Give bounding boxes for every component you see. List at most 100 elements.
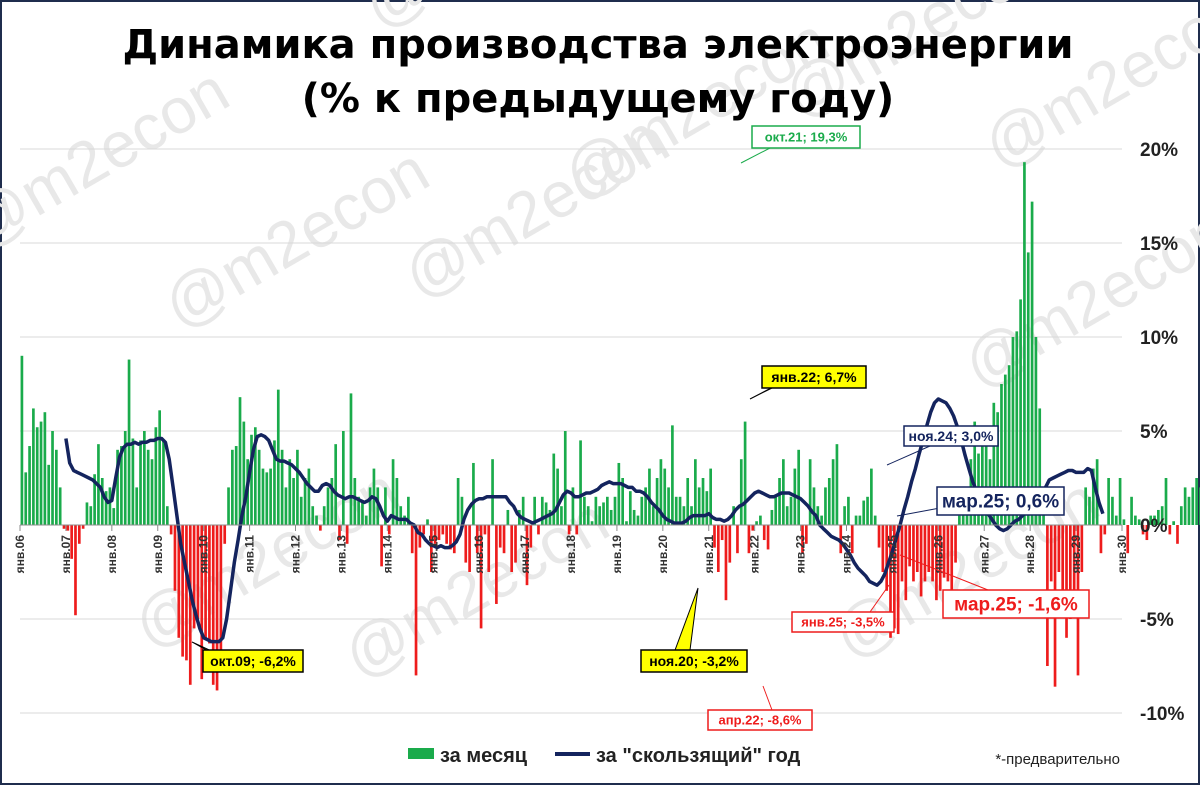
bar [28,446,31,525]
bar [938,525,942,591]
bar [544,502,548,525]
x-tick-label: янв.25 [885,535,899,574]
x-tick-label: янв.12 [289,535,303,574]
bar [831,459,835,525]
bar [870,468,873,525]
bar [475,525,479,554]
bar [762,525,766,541]
bar [177,525,181,638]
bar [736,525,739,554]
bar [43,412,47,525]
bar [399,506,403,525]
bar [143,431,146,525]
rolling-year-line-path [64,397,1105,644]
bar [1069,525,1072,619]
watermark-text: @m2econ [0,53,240,262]
annotation-label: мар.25; -1,6% [954,595,1078,616]
bar [326,487,330,525]
x-axis: янв.06 янв.07 янв.08 янв.09 янв.10 янв.11 янв.… [13,524,1129,574]
bar [1011,337,1015,525]
bar [104,491,108,525]
bar [1003,374,1007,525]
bar [1099,525,1103,554]
bar [85,502,89,525]
bar [169,525,173,535]
bar [548,509,552,525]
bar [173,525,177,591]
y-tick-label: 5% [1140,422,1168,443]
annotation-label: мар.25; 0,6% [942,492,1059,513]
bar [250,434,253,525]
bar [223,525,227,544]
bar [915,525,919,572]
bar [567,525,571,535]
bar [739,459,743,525]
bar [674,496,678,525]
bar [338,525,341,541]
bar [456,478,460,525]
bar [1015,331,1019,525]
bar [154,427,158,525]
legend: за месяц за "скользящий" год [408,745,801,767]
bar [322,506,326,525]
bar [150,459,154,525]
bar [946,525,950,582]
x-tick-label: янв.06 [13,535,27,574]
bar [24,472,28,525]
bar [127,359,131,525]
bar [1103,525,1107,535]
bar [108,487,112,525]
bar [644,487,647,525]
bar [560,506,563,525]
bar [1145,525,1149,541]
bar [330,478,334,525]
bar [804,525,808,544]
bar [257,449,261,525]
annotation-leader [762,685,773,711]
bar [120,446,123,525]
bar [47,464,51,525]
footnote: *-предварительно [995,751,1120,768]
bar [1179,506,1183,525]
bar [824,487,827,525]
y-tick-label: 10% [1140,328,1178,349]
annotation-box [202,649,304,673]
annotation-leader [886,445,931,466]
bar [253,427,257,525]
bar [135,487,139,525]
bar [694,459,697,525]
annotation-box [640,649,748,673]
bar [663,468,667,525]
bar [215,525,219,691]
bar [789,496,793,525]
bar [609,509,613,525]
x-tick-label: янв.13 [334,535,348,574]
bar [62,525,66,529]
bar [877,525,881,548]
bar [1065,525,1068,638]
bar [602,502,605,525]
bar [1038,408,1042,525]
y-tick-label: -10% [1140,704,1184,725]
x-tick-label: янв.28 [1023,535,1037,574]
bar [820,515,823,525]
bar [303,478,307,525]
bar [1149,515,1153,525]
bar [632,509,636,525]
bar [927,525,931,572]
chart-title-line1: Динамика производства электроэнергии [123,22,1074,68]
bar [992,402,996,525]
bar [1034,337,1038,525]
bar [387,525,391,535]
bar [950,525,954,591]
bar [510,525,514,572]
bar [613,496,617,525]
bar [1030,201,1034,525]
bar [242,421,246,525]
bar [116,449,119,525]
bar [980,440,984,525]
bar [234,446,238,525]
bar [1164,478,1168,525]
bar [759,515,762,525]
bar [839,525,843,554]
